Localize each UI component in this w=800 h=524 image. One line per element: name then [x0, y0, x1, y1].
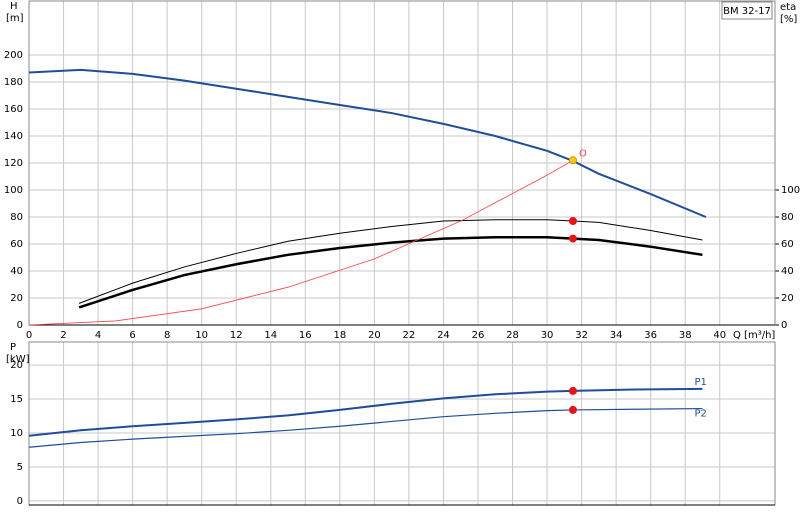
y-tick-label: 10 [10, 428, 23, 439]
x-tick-label: 6 [129, 330, 135, 341]
y-tick-label: 100 [4, 185, 23, 196]
chart-title: BM 32-17 [723, 6, 771, 17]
y-tick-label: 20 [10, 360, 23, 371]
y-tick-label: 120 [4, 158, 23, 169]
x-tick-label: 32 [575, 330, 588, 341]
y2-tick-label: 40 [781, 266, 794, 277]
x-tick-label: 18 [333, 330, 346, 341]
x-tick-label: 24 [437, 330, 450, 341]
y-tick-label: 200 [4, 50, 23, 61]
operating-point [568, 386, 577, 395]
y-tick-label: 140 [4, 131, 23, 142]
series-label: P1 [694, 377, 706, 388]
y-tick-label: 20 [10, 293, 23, 304]
title-box [721, 1, 773, 20]
series-line [28, 407, 703, 448]
y-axis-label: H [10, 1, 18, 12]
y2-axis-unit: [%] [780, 14, 797, 25]
x-tick-label: 28 [506, 330, 519, 341]
x-tick-label: 0 [26, 330, 32, 341]
series-line [28, 387, 703, 437]
x-tick-label: 4 [95, 330, 101, 341]
y-axis-label: P [10, 342, 16, 353]
y2-tick-label: 0 [781, 320, 787, 331]
x-tick-label: 14 [264, 330, 277, 341]
x-tick-label: 16 [299, 330, 312, 341]
y-tick-label: 60 [10, 239, 23, 250]
operating-point [568, 156, 577, 165]
y-axis-unit: [kW] [6, 354, 30, 365]
series-line [78, 219, 703, 304]
x-tick-label: 40 [713, 330, 726, 341]
operating-point [568, 234, 577, 243]
y2-tick-label: 80 [781, 212, 794, 223]
y2-tick-label: 100 [781, 185, 800, 196]
x-tick-label: 34 [610, 330, 623, 341]
y2-tick-label: 20 [781, 293, 794, 304]
series-line [28, 159, 574, 326]
x-tick-label: 30 [541, 330, 554, 341]
series-line [28, 68, 707, 218]
x-tick-label: 38 [679, 330, 692, 341]
series-line [78, 236, 703, 309]
x-tick-label: 36 [644, 330, 657, 341]
y-tick-label: 5 [17, 462, 23, 473]
x-tick-label: 20 [368, 330, 381, 341]
x-tick-label: 12 [230, 330, 243, 341]
y-tick-label: 0 [17, 496, 23, 507]
y-tick-label: 0 [17, 320, 23, 331]
y-tick-label: 160 [4, 104, 23, 115]
y2-axis-label: eta [780, 2, 796, 13]
operating-point [568, 405, 577, 414]
y2-tick-label: 60 [781, 239, 794, 250]
x-tick-label: 8 [164, 330, 170, 341]
y-tick-label: 80 [10, 212, 23, 223]
x-tick-label: 22 [403, 330, 416, 341]
operating-point [568, 217, 577, 226]
x-tick-label: 10 [195, 330, 208, 341]
x-tick-label: 26 [472, 330, 485, 341]
y-tick-label: 15 [10, 394, 23, 405]
x-tick-label: 2 [60, 330, 66, 341]
y-tick-label: 180 [4, 77, 23, 88]
series-label: P2 [694, 409, 706, 420]
x-axis-label: Q [m³/h] [733, 330, 775, 341]
y-axis-unit: [m] [6, 13, 24, 24]
y-tick-label: 40 [10, 266, 23, 277]
plot-frame [28, 341, 776, 506]
annotation: O [579, 148, 587, 159]
